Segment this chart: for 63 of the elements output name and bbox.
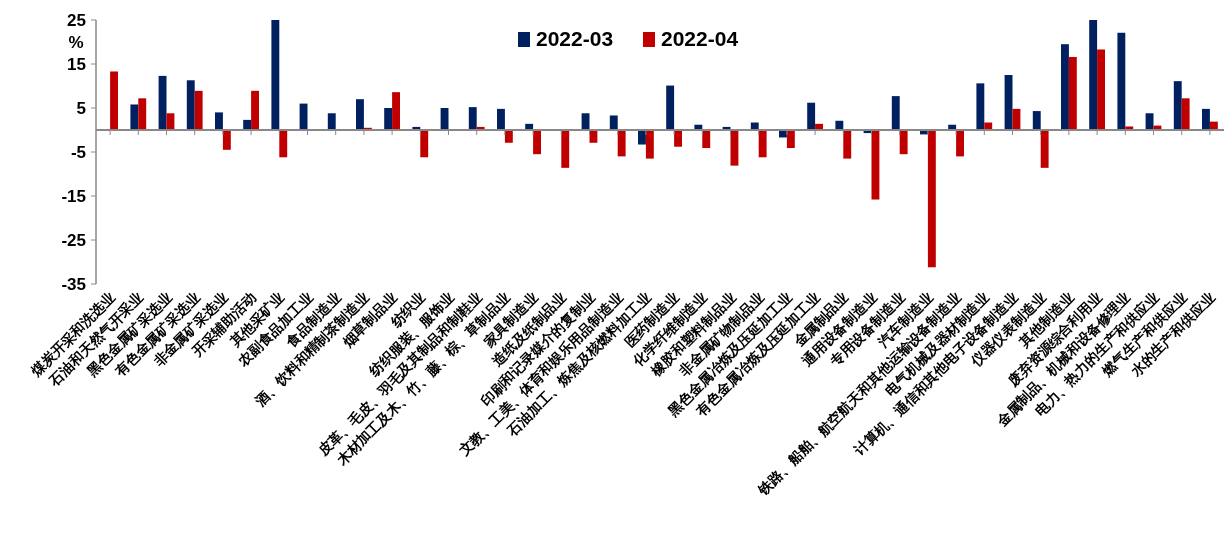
bar xyxy=(384,108,393,130)
bar xyxy=(1089,20,1098,130)
bar xyxy=(194,90,203,130)
bar xyxy=(279,130,288,158)
bar xyxy=(702,130,711,149)
legend-label: 2022-03 xyxy=(536,27,614,50)
bar xyxy=(674,130,682,147)
bar xyxy=(130,104,139,130)
bar xyxy=(533,130,541,155)
bar xyxy=(976,83,985,130)
bar xyxy=(420,130,429,158)
bar xyxy=(927,130,936,268)
bar xyxy=(1181,98,1190,130)
bar xyxy=(891,96,900,130)
bar xyxy=(271,20,280,130)
y-tick-label: 5 xyxy=(76,99,86,118)
bar xyxy=(1004,75,1013,130)
y-tick-label: -15 xyxy=(61,187,86,206)
bar xyxy=(561,130,570,168)
bar xyxy=(327,113,336,130)
bar xyxy=(138,98,147,130)
bar xyxy=(1145,113,1154,130)
bar xyxy=(609,115,618,130)
legend-label: 2022-04 xyxy=(661,27,739,50)
bar xyxy=(1117,32,1126,130)
bar xyxy=(468,107,477,130)
bar xyxy=(666,85,675,130)
y-axis-title: % xyxy=(68,33,84,52)
bar xyxy=(1032,111,1041,130)
y-tick-label: -25 xyxy=(61,231,86,250)
bar xyxy=(356,99,364,130)
bar xyxy=(1173,81,1182,130)
bar xyxy=(843,130,852,159)
bar xyxy=(215,112,223,130)
bar xyxy=(1202,108,1210,130)
bar xyxy=(1040,130,1049,168)
bar xyxy=(638,130,646,145)
bar xyxy=(956,130,964,157)
bar xyxy=(1068,56,1077,130)
bar xyxy=(440,108,449,130)
bar xyxy=(504,130,513,143)
y-tick-label: 15 xyxy=(67,55,86,74)
y-tick-label: -5 xyxy=(70,143,86,162)
y-tick-label: 25 xyxy=(67,11,86,30)
bar xyxy=(1097,49,1105,130)
bar xyxy=(786,130,795,149)
bar xyxy=(581,113,590,130)
bar xyxy=(617,130,626,157)
bar xyxy=(222,130,231,150)
bar xyxy=(158,75,167,130)
bar xyxy=(110,71,118,130)
bar xyxy=(299,103,308,130)
bar xyxy=(251,90,259,130)
bar xyxy=(758,130,767,158)
bar xyxy=(1061,44,1069,130)
bar xyxy=(645,130,654,159)
bar xyxy=(243,119,252,130)
bar xyxy=(186,80,195,130)
bar xyxy=(497,108,505,130)
bar xyxy=(392,92,400,130)
bar xyxy=(899,130,908,155)
y-tick-label: -35 xyxy=(61,275,86,294)
bar xyxy=(807,102,816,130)
